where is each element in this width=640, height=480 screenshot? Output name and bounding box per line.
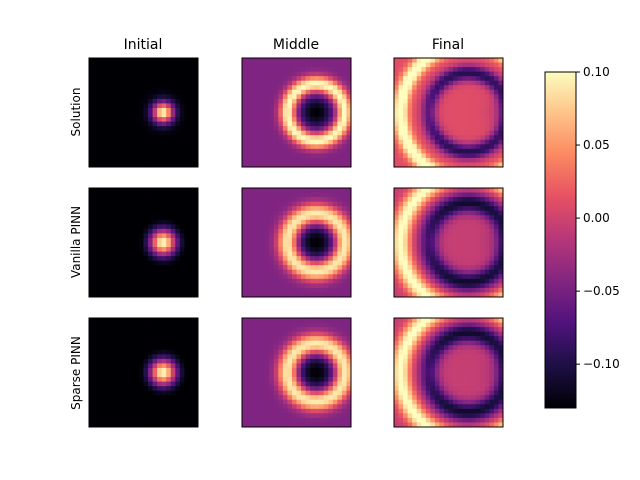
colorbar-tick-label: 0.05 [583, 138, 610, 152]
colorbar-ticks: 0.10 0.05 0.00 −0.05 −0.10 [576, 65, 620, 371]
col-title-final: Final [432, 37, 464, 53]
panel-frame [88, 187, 199, 298]
panel-solution-initial [88, 57, 199, 168]
panel-frame [241, 187, 352, 298]
panel-sparse-pinn-initial [88, 317, 199, 428]
row-label-solution: Solution [69, 88, 83, 137]
panel-frame [241, 57, 352, 168]
panel-frame [88, 57, 199, 168]
panel-solution-middle [241, 57, 352, 168]
panel-frame [393, 317, 504, 428]
colorbar-tick-label: −0.05 [583, 284, 620, 298]
row-label-vanilla-pinn: Vanilla PINN [69, 206, 83, 278]
panel-frame [393, 57, 504, 168]
col-title-initial: Initial [124, 37, 163, 53]
heatmap-panels [88, 57, 504, 428]
colorbar-tick-label: 0.10 [583, 65, 610, 79]
panel-vanilla-pinn-final [393, 187, 504, 298]
row-label-sparse-pinn: Sparse PINN [69, 336, 83, 410]
panel-sparse-pinn-middle [241, 317, 352, 428]
panel-frame [393, 187, 504, 298]
colorbar-tick-label: −0.10 [583, 357, 620, 371]
panel-frame [241, 317, 352, 428]
colorbar [544, 71, 577, 409]
panel-solution-final [393, 57, 504, 168]
panel-vanilla-pinn-initial [88, 187, 199, 298]
panel-frame [88, 317, 199, 428]
panel-vanilla-pinn-middle [241, 187, 352, 298]
col-title-middle: Middle [273, 37, 319, 53]
colorbar-tick-label: 0.00 [583, 211, 610, 225]
panel-sparse-pinn-final [393, 317, 504, 428]
